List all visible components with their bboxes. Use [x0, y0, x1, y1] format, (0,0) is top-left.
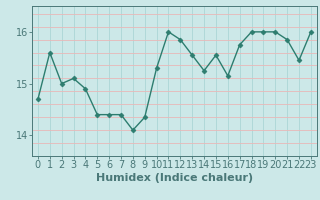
X-axis label: Humidex (Indice chaleur): Humidex (Indice chaleur): [96, 173, 253, 183]
